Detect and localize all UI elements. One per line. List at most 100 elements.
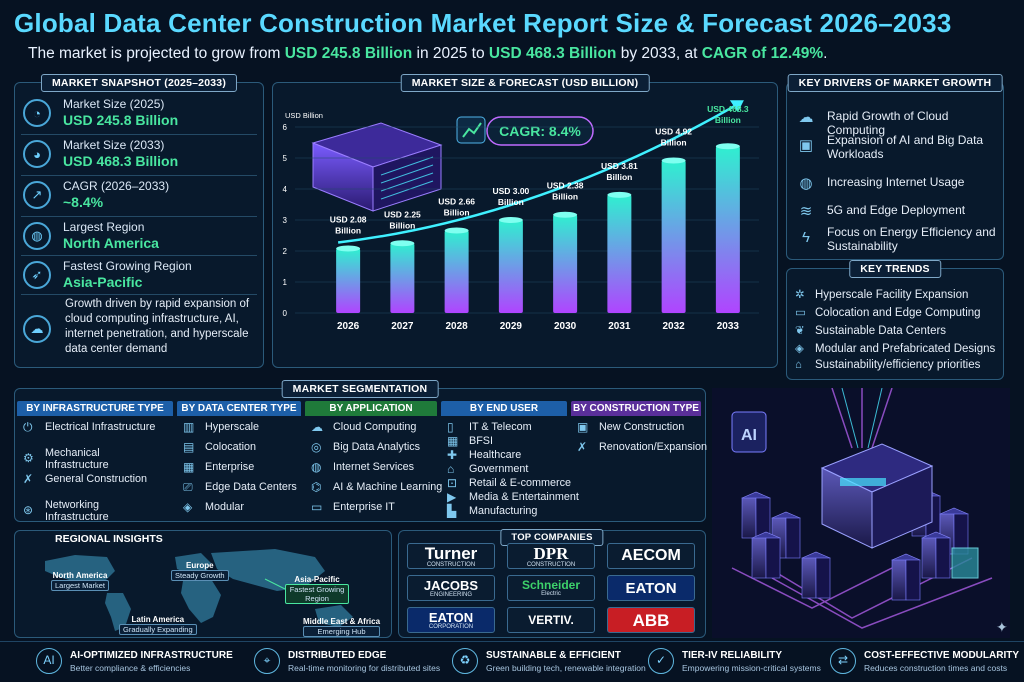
footer-feature: ⇄ COST-EFFECTIVE MODULARITY Reduces constr… <box>830 646 1020 680</box>
segment-item-label: Electrical Infrastructure <box>45 421 156 433</box>
segment-item-label: Renovation/Expansion <box>599 441 708 453</box>
wifi-icon: ≋ <box>799 203 813 220</box>
segment-item-label: IT & Telecom <box>469 421 532 433</box>
segment-item-label: Colocation <box>205 441 257 453</box>
bar-top <box>498 217 523 223</box>
company-logo: EATON <box>607 575 695 601</box>
footer-feature: ✓ TIER-IV RELIABILITY Empowering mission-c… <box>648 646 838 680</box>
companies-panel: TOP COMPANIES Turner CONSTRUCTION DPR CONST… <box>398 529 706 638</box>
segment-item-label: Internet Services <box>333 461 415 473</box>
snapshot-label: Market Size (2025) <box>63 97 165 111</box>
segment-item-label: Enterprise IT <box>333 501 395 513</box>
x-tick-label: 2032 <box>663 321 686 332</box>
footer-feature: ♻ SUSTAINABLE & EFFICIENT Green building t… <box>452 646 646 680</box>
snapshot-item: ↗ CAGR (2026–2033) ~8.4% <box>21 177 257 217</box>
y-tick-label: 0 <box>283 309 288 318</box>
office-icon: ▦ <box>183 460 195 474</box>
company-subtitle: Electric <box>541 591 561 597</box>
segment-item-label: General Construction <box>45 473 148 485</box>
server-rack-side <box>785 517 801 559</box>
data-label-unit: Billion <box>715 115 741 125</box>
data-label: USD 3.00 <box>492 186 529 196</box>
server-icon: ▤ <box>183 440 195 454</box>
footer-feature-title: DISTRIBUTED EDGE <box>288 650 387 661</box>
donut-chart-icon: ◕ <box>23 140 51 168</box>
data-center-illustration: AI ✦ <box>712 388 1010 638</box>
company-logo: DPR CONSTRUCTION <box>507 543 595 569</box>
segment-item-label: Government <box>469 463 529 475</box>
segment-header: BY END USER <box>441 401 567 416</box>
server-illustration <box>311 122 443 212</box>
data-label: USD 4.92 <box>655 126 692 136</box>
server-rack <box>741 497 757 539</box>
gemini-sparkle-icon: ✦ <box>996 620 1008 636</box>
bar-top <box>607 191 632 198</box>
driver-text: Increasing Internet Usage <box>827 175 965 189</box>
segment-item-label: Networking Infrastructure <box>45 499 109 523</box>
driver-item: ▣ Expansion of AI and Big Data Workloads <box>795 133 1001 165</box>
company-name: Schneider <box>521 578 581 592</box>
server-rack-side <box>765 537 781 579</box>
bank-icon: ▦ <box>447 434 459 448</box>
company-name: EATON <box>625 579 677 597</box>
data-label-unit: Billion <box>444 208 470 218</box>
trend-item: ✲ Hyperscale Facility Expansion <box>795 289 969 301</box>
y-tick-label: 3 <box>283 216 288 225</box>
bar <box>498 220 523 313</box>
gear-icon: ⚙ <box>23 451 34 465</box>
server-rack <box>801 557 817 599</box>
server-rack-side <box>905 559 921 601</box>
factory-icon: ▙ <box>447 504 457 518</box>
ai-icon: ⌬ <box>311 480 322 494</box>
segment-item-label: BFSI <box>469 435 493 447</box>
region-latin-america: Latin America Gradually Expanding <box>119 615 197 635</box>
forecast-chart: CAGR: 8.4% USD Billion 0 1 2 3 4 5 6 2026 USD 2.… <box>283 100 759 332</box>
trend-item: ◈ Modular and Prefabricated Designs <box>795 343 996 355</box>
company-name: ABB <box>632 610 670 630</box>
snapshot-value: Asia-Pacific <box>63 274 143 290</box>
cloud-icon: ☁ <box>798 109 814 126</box>
leaf-icon: ❦ <box>795 325 805 337</box>
company-logo: Turner CONSTRUCTION <box>407 543 495 569</box>
server-rack-side <box>935 537 951 579</box>
segment-item-label: Hyperscale <box>205 421 260 433</box>
footer-feature-desc: Empowering mission-critical systems <box>682 663 821 673</box>
segment-item-label: Manufacturing <box>469 505 538 517</box>
building-icon: ▥ <box>183 420 195 434</box>
footer-feature: AI AI-OPTIMIZED INFRASTRUCTURE Better comp… <box>36 646 233 680</box>
trends-panel: KEY TRENDS ✲ Hyperscale Facility Expansio… <box>786 260 1004 380</box>
driver-text: Focus on Energy Efficiency and Sustainab… <box>827 225 996 253</box>
footer-feature-desc: Real-time monitoring for distributed sit… <box>288 663 441 673</box>
segment-header: BY DATA CENTER TYPE <box>177 401 301 416</box>
company-subtitle: ENGINEERING <box>429 591 472 598</box>
data-label: USD 468.3 <box>707 104 749 114</box>
government-icon: ⌂ <box>447 462 455 476</box>
cloud-icon: ☁ <box>311 420 323 434</box>
segment-header: BY APPLICATION <box>305 401 437 416</box>
data-label: USD 3.81 <box>601 161 638 171</box>
segment-header: BY CONSTRUCTION TYPE <box>571 401 701 416</box>
segment-item-label: Big Data Analytics <box>333 441 421 453</box>
data-label-unit: Billion <box>335 226 361 236</box>
cagr-badge: CAGR: 8.4% <box>499 123 581 139</box>
y-tick-label: 6 <box>283 123 288 132</box>
company-name: EATON <box>428 609 474 625</box>
footer-feature-title: SUSTAINABLE & EFFICIENT <box>486 650 621 661</box>
server-rack <box>751 537 767 579</box>
data-label: USD 2.38 <box>547 181 584 191</box>
trends-title: KEY TRENDS <box>849 260 941 278</box>
y-tick-label: 1 <box>283 278 288 287</box>
driver-text: Expansion of AI and Big Data Workloads <box>827 133 984 161</box>
ai-chip-icon: ▣ <box>798 137 814 154</box>
region-middle-east-africa: Middle East & Africa Emerging Hub <box>303 617 381 637</box>
market-snapshot-title: MARKET SNAPSHOT (2025–2033) <box>40 74 238 92</box>
footer-feature: ⌖ DISTRIBUTED EDGE Real-time monitoring fo… <box>254 646 444 680</box>
company-logo: ABB <box>607 607 695 633</box>
forecast-title: MARKET SIZE & FORECAST (USD BILLION) <box>400 74 650 92</box>
data-label-unit: Billion <box>606 172 632 182</box>
server-rack-side <box>755 497 771 539</box>
driver-item: ☁ Rapid Growth of Cloud Computing <box>795 105 1001 137</box>
company-name: DPR <box>533 543 569 563</box>
y-tick-label: 5 <box>283 154 288 163</box>
cagr-trend-icon <box>462 122 482 138</box>
